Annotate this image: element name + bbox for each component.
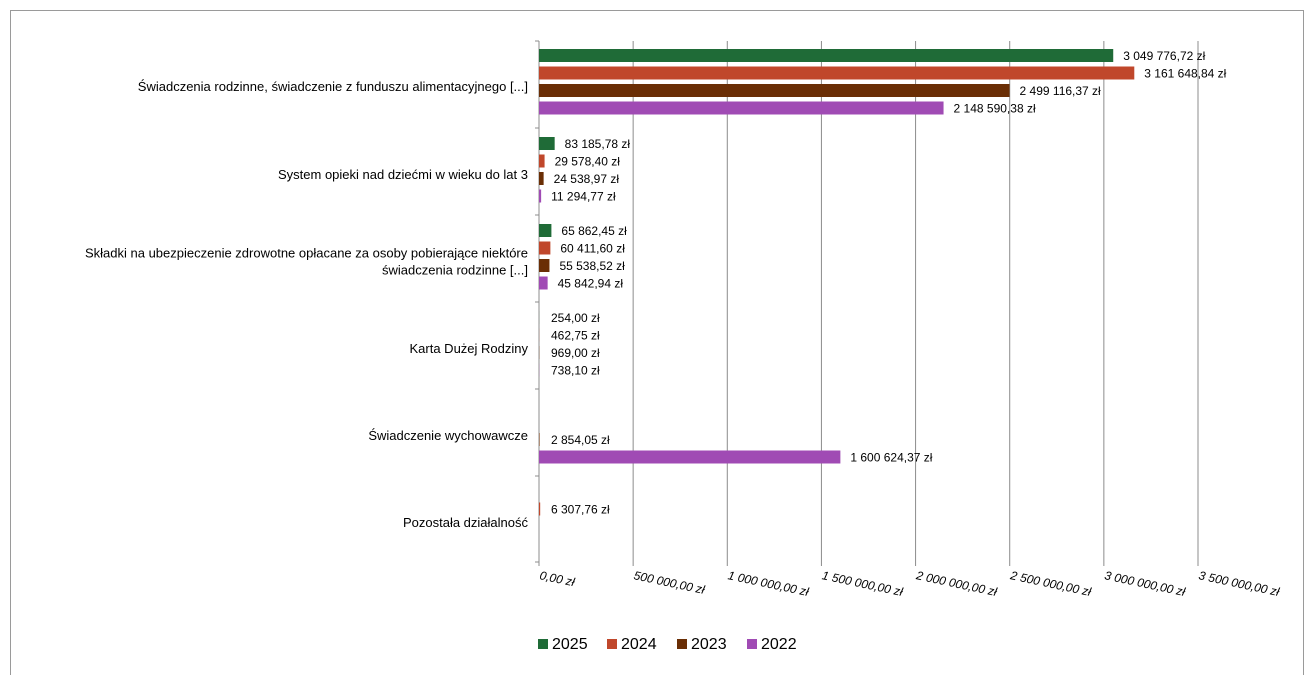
bar: [539, 503, 540, 516]
bar-chart: 0,00 zł 500 000,00 zł 1 000 000,00 zł 1 500…: [11, 11, 1303, 676]
category-label: Karta Dużej Rodziny: [410, 341, 529, 356]
x-tick-label: 3 500 000,00 zł: [1197, 568, 1281, 599]
bar: [539, 190, 541, 203]
bar: [539, 172, 544, 185]
bar: [539, 67, 1134, 80]
bar: [539, 259, 549, 272]
data-label: 969,00 zł: [551, 346, 600, 360]
bar: [539, 277, 548, 290]
data-label: 24 538,97 zł: [554, 172, 620, 186]
data-label: 55 538,52 zł: [559, 259, 625, 273]
data-label: 65 862,45 zł: [561, 224, 627, 238]
bar: [539, 451, 840, 464]
data-label: 6 307,76 zł: [551, 503, 610, 517]
data-label: 2 148 590,38 zł: [954, 102, 1036, 116]
legend-label: 2024: [621, 636, 657, 653]
legend-label: 2023: [691, 636, 727, 653]
bar: [539, 102, 944, 115]
category-label: Świadczenie wychowawcze: [368, 428, 528, 443]
category-label: Pozostała działalność: [403, 515, 529, 530]
x-tick-label: 0,00 zł: [538, 568, 576, 589]
legend-swatch: [607, 639, 617, 649]
legend-swatch: [538, 639, 548, 649]
data-label: 2 854,05 zł: [551, 433, 610, 447]
data-label: 254,00 zł: [551, 311, 600, 325]
category-label: świadczenia rodzinne [...]: [382, 263, 528, 278]
legend-label: 2025: [552, 636, 588, 653]
data-label: 11 294,77 zł: [551, 190, 616, 204]
data-label: 29 578,40 zł: [555, 155, 621, 169]
bar: [539, 84, 1010, 97]
category-label: Składki na ubezpieczenie zdrowotne opłac…: [85, 246, 528, 261]
bar: [539, 224, 551, 237]
data-label: 738,10 zł: [551, 364, 600, 378]
bar: [539, 242, 550, 255]
legend-label: 2022: [761, 636, 797, 653]
bar: [539, 155, 545, 168]
bar: [539, 49, 1113, 62]
x-tick-label: 2 500 000,00 zł: [1008, 568, 1092, 599]
x-tick-label: 1 500 000,00 zł: [821, 568, 905, 599]
bar: [539, 137, 555, 150]
data-label: 83 185,78 zł: [565, 137, 631, 151]
data-label: 1 600 624,37 zł: [850, 451, 932, 465]
legend-swatch: [677, 639, 687, 649]
chart-frame: 0,00 zł 500 000,00 zł 1 000 000,00 zł 1 500…: [10, 10, 1304, 675]
x-tick-label: 3 000 000,00 zł: [1103, 568, 1187, 599]
data-label: 60 411,60 zł: [560, 242, 625, 256]
x-tick-label: 2 000 000,00 zł: [914, 568, 998, 599]
x-tick-label: 1 000 000,00 zł: [727, 568, 811, 599]
category-label: Świadczenia rodzinne, świadczenie z fund…: [138, 79, 528, 94]
category-label: System opieki nad dziećmi w wieku do lat…: [278, 167, 528, 182]
data-label: 3 049 776,72 zł: [1123, 49, 1205, 63]
legend-swatch: [747, 639, 757, 649]
data-label: 3 161 648,84 zł: [1144, 67, 1226, 81]
x-tick-label: 500 000,00 zł: [633, 568, 707, 597]
data-label: 2 499 116,37 zł: [1020, 84, 1102, 98]
data-label: 45 842,94 zł: [558, 277, 624, 291]
bar: [539, 433, 540, 446]
data-label: 462,75 zł: [551, 329, 600, 343]
